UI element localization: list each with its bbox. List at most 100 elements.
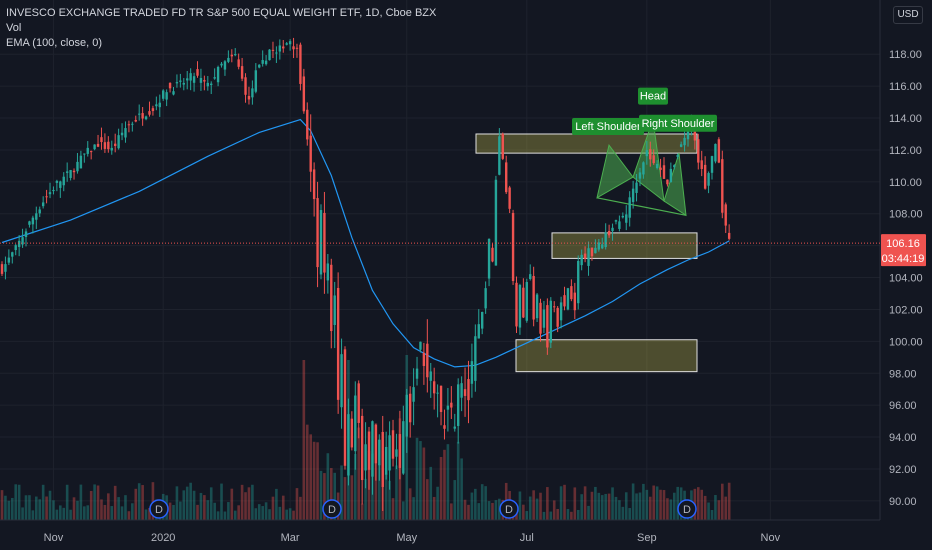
candle-body: [292, 46, 295, 50]
volume-bar: [89, 490, 93, 520]
candle-body: [186, 78, 189, 81]
volume-bar: [278, 506, 282, 520]
dividend-marker[interactable]: [322, 499, 342, 519]
volume-bar: [412, 497, 415, 520]
volume-bar: [196, 504, 199, 520]
time-axis[interactable]: Nov 2020 Mar May Jul Sep Nov: [44, 532, 781, 544]
volume-bar: [655, 486, 659, 520]
candle-body: [384, 446, 388, 475]
support-resistance-zones[interactable]: [475, 133, 698, 373]
volume-bar: [638, 492, 642, 520]
pattern-labels[interactable]: Left Shoulder Head Right Shoulder: [572, 87, 717, 135]
zone-lower-support[interactable]: [515, 339, 698, 373]
candle-body: [714, 143, 717, 162]
volume-bar: [251, 484, 254, 520]
left-shoulder-label[interactable]: Left Shoulder: [575, 121, 641, 133]
candle-body: [65, 171, 69, 173]
candle-body: [168, 82, 172, 89]
candle-body: [371, 421, 374, 477]
candle-body: [192, 76, 196, 83]
volume-bar: [645, 489, 649, 520]
candle-body: [7, 257, 11, 263]
volume-bar: [288, 508, 292, 520]
volume-bar: [491, 502, 494, 520]
right-shoulder-label-bg[interactable]: [639, 114, 717, 132]
candle-body: [577, 260, 580, 304]
volume-indicator-label[interactable]: Vol: [6, 22, 22, 34]
volume-bar: [484, 486, 487, 520]
volume-bar: [450, 503, 453, 520]
y-tick-label: 100.00: [889, 336, 923, 348]
candle-body: [124, 128, 127, 138]
volume-bar: [103, 504, 107, 520]
candle-body: [230, 54, 234, 57]
candle-body: [336, 287, 340, 400]
head-and-shoulders-pattern[interactable]: [596, 119, 687, 217]
volume-bar: [312, 441, 316, 520]
ema-line: [1, 118, 730, 368]
candle-body: [302, 76, 306, 112]
candle-body: [676, 155, 679, 157]
candle-body: [508, 187, 511, 209]
left-shoulder-shape[interactable]: [596, 144, 634, 199]
candle-body: [501, 133, 504, 159]
candle-body: [223, 61, 227, 70]
volume-bar: [305, 424, 309, 520]
price-axis[interactable]: 90.00 92.00 94.00 96.00 98.00 100.00 102.00 104…: [889, 49, 923, 508]
volume-bar: [275, 488, 278, 520]
y-tick-label: 108.00: [889, 209, 923, 221]
candle-body: [254, 70, 258, 92]
dividend-marker[interactable]: [149, 499, 169, 519]
volume-bar: [480, 484, 484, 520]
candle-body: [518, 284, 522, 328]
volume-bar: [93, 484, 96, 520]
candle-body: [662, 165, 666, 179]
neckline[interactable]: [596, 197, 687, 216]
ema-indicator-label[interactable]: EMA (100, close, 0): [6, 37, 102, 49]
candle-body: [683, 137, 686, 146]
y-tick-label: 96.00: [889, 400, 917, 412]
dividend-marker[interactable]: [499, 499, 519, 519]
volume-bar: [41, 484, 45, 520]
zone-middle-support[interactable]: [551, 232, 698, 259]
head-shape[interactable]: [632, 119, 665, 203]
volume-bar: [0, 490, 4, 520]
candle-body: [456, 384, 460, 426]
candle-body: [131, 123, 134, 125]
dividend-marker[interactable]: [677, 499, 697, 519]
volume-bar: [707, 502, 710, 520]
right-shoulder-label[interactable]: Right Shoulder: [642, 118, 715, 130]
candle-body: [539, 302, 542, 334]
zone-upper-resistance[interactable]: [475, 133, 698, 154]
head-label[interactable]: Head: [640, 91, 666, 103]
volume-bar: [429, 466, 433, 520]
head-label-bg[interactable]: [638, 87, 668, 105]
candle-body: [618, 221, 621, 229]
volume-bar: [254, 508, 258, 520]
left-shoulder-label-bg[interactable]: [572, 117, 644, 135]
candle-body: [436, 392, 439, 394]
volume-bar: [323, 473, 326, 520]
volume-bar: [172, 504, 175, 520]
candle-body: [649, 149, 652, 160]
candle-body: [360, 415, 364, 481]
candle-body: [405, 394, 408, 437]
candle-body: [340, 354, 343, 408]
currency-button[interactable]: USD: [893, 6, 923, 24]
volume-bar: [14, 484, 18, 520]
candle-body: [446, 405, 450, 410]
candle-body: [282, 46, 285, 49]
candle-body: [38, 209, 41, 214]
symbol-title[interactable]: INVESCO EXCHANGE TRADED FD TR S&P 500 EQ…: [6, 7, 437, 19]
candle-body: [494, 179, 498, 266]
candle-body: [261, 60, 264, 64]
last-price-tag[interactable]: [881, 234, 926, 267]
candle-body: [17, 240, 21, 247]
x-tick-label: Mar: [281, 532, 300, 544]
candle-body: [206, 82, 209, 87]
y-tick-label: 90.00: [889, 496, 917, 508]
volume-bar: [35, 496, 38, 520]
volume-bar: [148, 507, 151, 520]
